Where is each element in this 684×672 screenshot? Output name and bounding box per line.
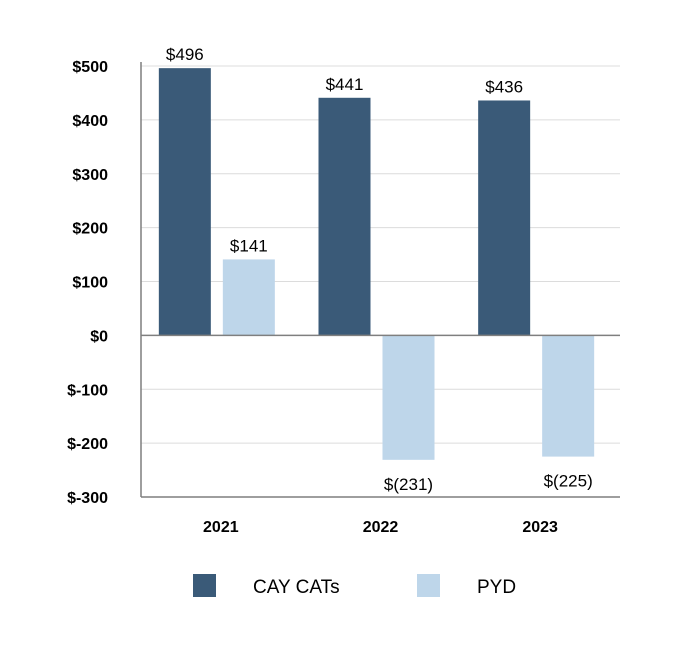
data-labels: $496 $141 $441 $(231) $436 $(225) [166, 45, 593, 494]
legend-swatch [417, 574, 440, 597]
data-label: $496 [166, 45, 204, 64]
y-tick-label: $200 [72, 221, 108, 238]
y-tick-label: $-300 [67, 490, 108, 507]
y-tick-label: $0 [90, 328, 108, 345]
bar-pyd-2022 [382, 335, 435, 460]
x-category-label: 2022 [363, 519, 399, 536]
data-label: $141 [230, 236, 268, 255]
gridlines [141, 65, 620, 444]
y-tick-label: $400 [72, 113, 108, 130]
bar-pyd-2021 [222, 259, 275, 336]
y-tick-label: $300 [72, 167, 108, 184]
bars [158, 68, 595, 460]
bar-cay-cats-2021 [158, 68, 211, 336]
data-label: $441 [326, 75, 364, 94]
y-tick-label: $500 [72, 59, 108, 76]
y-tick-label: $100 [72, 275, 108, 292]
data-label: $(231) [384, 475, 433, 494]
legend: CAY CATs PYD [193, 574, 516, 598]
y-axis-ticks: $500 $400 $300 $200 $100 $0 $-100 $-200 $-300 [67, 59, 108, 507]
x-category-label: 2023 [522, 519, 558, 536]
bar-pyd-2023 [542, 335, 595, 457]
bar-cay-cats-2022 [318, 97, 371, 336]
x-category-label: 2021 [203, 519, 239, 536]
data-label: $436 [485, 77, 523, 96]
y-tick-label: $-100 [67, 382, 108, 399]
y-tick-label: $-200 [67, 436, 108, 453]
legend-label: CAY CATs [253, 577, 340, 598]
legend-swatch [193, 574, 216, 597]
legend-label: PYD [477, 577, 516, 598]
axes [140, 62, 620, 498]
bar-cay-cats-2023 [478, 100, 531, 336]
data-label: $(225) [544, 472, 593, 491]
x-axis-categories: 2021 2022 2023 [203, 519, 558, 536]
